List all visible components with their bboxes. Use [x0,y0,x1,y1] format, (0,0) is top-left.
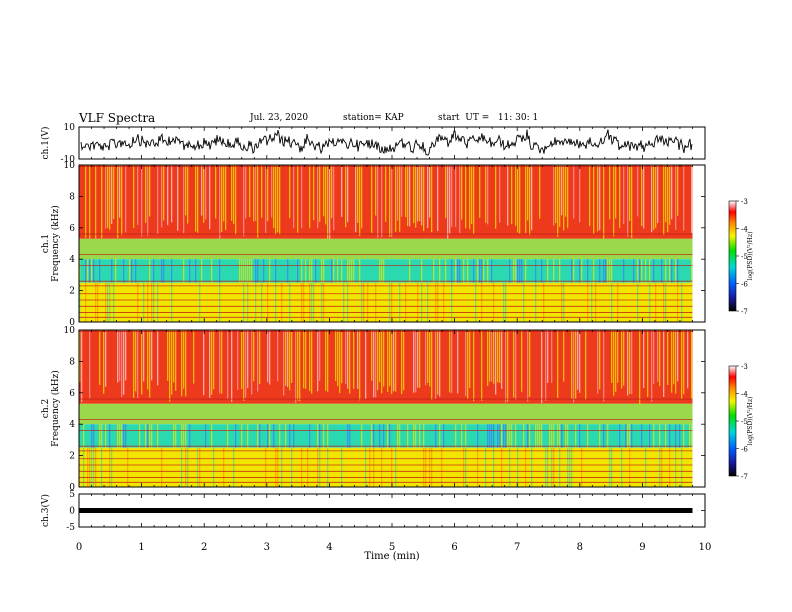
ch2-spectrogram-ytick-5: 10 [64,326,76,336]
chart-title: VLF Spectra [79,111,156,125]
ch2-spectrogram-texture [79,330,693,487]
ch1-spectrogram-colorbar-tick-3: -6 [741,281,748,289]
ch1-spectrogram-band-mid [79,282,693,322]
ch2-spectrogram-colorbar-tick-1: -4 [741,391,748,399]
ch1-spectrogram-ytick-3: 6 [69,224,75,234]
ch1-waveform-ylabel: ch.1(V) [40,127,51,160]
ch2-spectrogram-colorbar-tick-0: -3 [741,363,748,371]
x-tick-6: 6 [451,542,457,553]
x-axis-label: Time (min) [364,551,419,562]
ch2-spectrogram-ytick-1: 2 [69,452,75,462]
ch2-spectrogram-ylabel-frequency: Frequency (kHz) [50,370,61,447]
x-tick-5: 5 [389,542,395,553]
ch2-spectrogram-ytick-3: 6 [69,389,75,399]
ch1-spectrogram-colorbar-tick-2: -5 [741,253,748,261]
ch2-spectrogram-colorbar [728,365,737,477]
date-label: Jul. 23, 2020 [250,113,309,123]
ch2-spectrogram-colorbar-tick-4: -7 [741,473,748,481]
ch1-spectrogram-ylabel-frequency: Frequency (kHz) [50,205,61,282]
ch1-spectrogram-ytick-4: 8 [69,192,75,202]
ch1-waveform-ytick-1: -10 [61,155,76,165]
ch3-waveform-ytick-2: -5 [66,523,75,533]
ch1-spectrogram-colorbar-tick-0: -3 [741,198,748,206]
ch2-spectrogram-ytick-4: 8 [69,357,75,367]
ch1-spectrogram-ytick-5: 10 [64,161,76,171]
ch1-spectrogram-texture [79,165,693,322]
ch2-spectrogram-ytick-0: 0 [69,483,75,493]
ch1-spectrogram-ylabel-channel: ch.1 [41,234,51,253]
station-label: station= KAP [343,113,404,123]
ch1-spectrogram-colorbar-tick-4: -7 [741,308,748,316]
x-tick-9: 9 [639,542,645,553]
ch3-waveform-ytick-0: 5 [69,490,75,500]
x-tick-7: 7 [514,542,520,553]
x-tick-0: 0 [76,542,82,553]
ch2-spectrogram-ytick-2: 4 [69,420,75,430]
x-tick-10: 10 [699,542,712,553]
ch1-spectrogram-colorbar [728,200,737,312]
x-tick-4: 4 [326,542,332,553]
ch3-waveform-ytick-1: 0 [69,507,75,517]
ch2-spectrogram-band-upper-mid [79,403,693,425]
ch2-spectrogram-ylabel-channel: ch.2 [41,399,51,418]
ch3-waveform-line [79,508,693,513]
ch2-spectrogram-band-mid [79,447,693,487]
ch1-spectrogram-band-upper-mid [79,238,693,260]
ch3-waveform-panel: 5 0 -5 ch.3(V) [40,490,706,533]
ch2-spectrogram-colorbar-label: log(PSD)(V²/Hz) [747,397,754,446]
x-tick-1: 1 [138,542,144,553]
ch1-spectrogram-ytick-0: 0 [69,318,75,328]
ch2-spectrogram-colorbar-tick-3: -6 [741,446,748,454]
ch2-spectrogram-band-low [79,424,693,448]
ch1-waveform-panel: 10 -10 ch.1(V) [40,123,706,165]
ch1-spectrogram-panel: 0 2 4 6 8 10 ch.1 Frequency (kHz) -3 -4 -5 -6 -7 log(… [41,161,754,328]
ch3-waveform-ylabel: ch.3(V) [40,494,51,527]
ch1-waveform-ytick-0: 10 [64,123,76,133]
start-time-label: start UT = 11: 30: 1 [438,113,539,123]
ch1-waveform-frame [78,126,706,160]
ch1-spectrogram-ytick-1: 2 [69,287,75,297]
x-tick-2: 2 [201,542,207,553]
ch1-spectrogram-colorbar-label: log(PSD)(V²/Hz) [747,232,754,281]
ch1-spectrogram-colorbar-tick-1: -4 [741,226,748,234]
ch1-spectrogram-ytick-2: 4 [69,255,75,265]
x-tick-8: 8 [577,542,583,553]
x-tick-3: 3 [264,542,270,553]
ch1-waveform-line [80,129,693,156]
x-axis: 0 1 2 3 4 5 6 7 8 9 10 Time (min) [76,542,712,562]
ch2-spectrogram-colorbar-tick-2: -5 [741,418,748,426]
ch2-spectrogram-panel: 0 2 4 6 8 10 ch.2 Frequency (kHz) -3 -4 -5 -6 -7 log(… [41,326,754,493]
